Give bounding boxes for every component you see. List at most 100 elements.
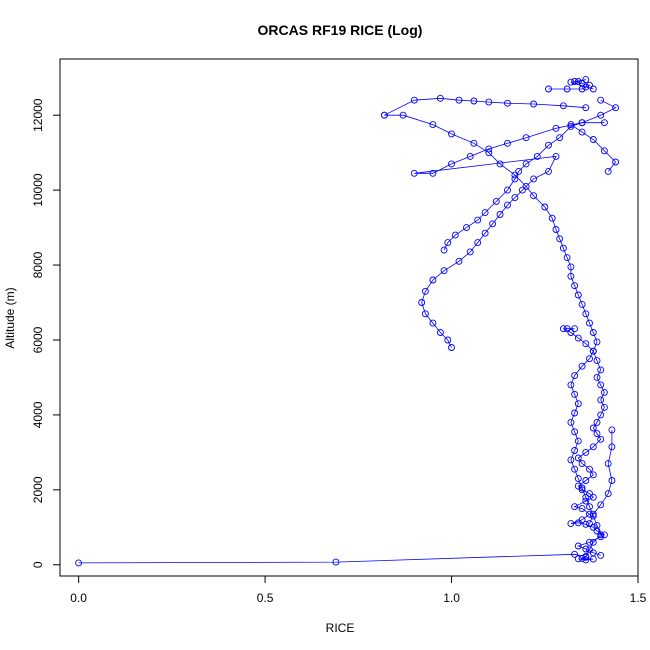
data-point: [582, 340, 590, 348]
data-point: [578, 484, 586, 492]
data-point: [440, 246, 448, 254]
data-point: [511, 175, 519, 183]
data-point: [410, 169, 418, 177]
data-point: [582, 76, 590, 84]
data-point: [448, 344, 455, 351]
data-point: [589, 510, 597, 518]
data-point: [533, 152, 541, 160]
data-point: [429, 169, 437, 177]
data-point: [600, 147, 608, 155]
y-tick-label: 4000: [31, 401, 45, 428]
data-point: [567, 122, 575, 130]
data-point: [582, 493, 590, 501]
data-point: [444, 336, 452, 344]
data-point: [582, 104, 590, 112]
data-point: [600, 388, 608, 396]
data-point: [593, 521, 601, 529]
y-axis: 0 2000 4000 6000 8000 10000 12000: [31, 98, 60, 568]
data-point: [597, 551, 605, 559]
data-point: [608, 426, 616, 434]
data-point: [589, 471, 597, 479]
data-point: [571, 372, 579, 380]
data-point: [582, 477, 590, 484]
data-point: [448, 160, 455, 168]
data-point: [593, 430, 601, 438]
data-point: [511, 194, 519, 202]
data-point: [75, 559, 83, 567]
data-point: [589, 538, 597, 546]
data-point: [567, 456, 575, 464]
data-point: [593, 373, 601, 381]
data-point: [448, 130, 455, 138]
data-point: [567, 121, 575, 129]
data-point: [586, 503, 593, 511]
data-point: [586, 520, 593, 528]
data-point: [578, 460, 586, 468]
data-point: [586, 465, 593, 473]
y-tick-label: 8000: [31, 251, 45, 278]
data-point: [571, 503, 579, 511]
data-point: [597, 381, 605, 389]
data-point: [567, 272, 575, 280]
data-point: [567, 263, 575, 271]
data-point: [597, 501, 605, 509]
data-point: [552, 152, 560, 160]
data-point: [522, 134, 530, 142]
data-point: [563, 85, 571, 93]
data-point: [421, 310, 429, 318]
data-point: [589, 329, 597, 336]
data-point: [571, 78, 579, 85]
data-point: [504, 186, 511, 194]
x-tick-label: 0.0: [70, 591, 87, 605]
data-point: [612, 158, 620, 166]
data-point: [608, 443, 616, 451]
data-point: [600, 403, 608, 411]
data-point: [559, 244, 567, 252]
y-tick-label: 0: [31, 561, 45, 568]
data-point: [541, 203, 549, 211]
data-point: [597, 435, 605, 443]
data-point: [474, 216, 482, 224]
data-point: [574, 334, 582, 342]
series-line: [443, 122, 605, 251]
y-tick-label: 10000: [31, 173, 45, 207]
data-point: [597, 111, 605, 119]
data-point: [597, 411, 605, 419]
series-line: [570, 124, 617, 172]
data-point: [597, 533, 605, 541]
data-point: [582, 497, 590, 505]
data-point: [597, 366, 605, 374]
data-point: [429, 319, 437, 327]
data-point: [332, 558, 340, 566]
data-point: [589, 347, 597, 355]
data-point: [455, 96, 463, 104]
data-point: [474, 239, 482, 247]
data-point: [593, 338, 601, 346]
data-point: [571, 282, 579, 290]
data-point: [511, 171, 519, 179]
data-point: [418, 299, 426, 306]
data-point: [600, 119, 608, 127]
data-point: [574, 454, 582, 462]
data-point: [556, 134, 564, 142]
data-point: [496, 211, 504, 218]
data-point: [589, 493, 597, 501]
series-line: [414, 99, 617, 348]
data-point: [436, 94, 444, 102]
data-point: [559, 102, 567, 110]
data-point: [597, 396, 605, 404]
data-point: [504, 139, 511, 147]
data-point: [589, 523, 597, 531]
series-line: [384, 114, 606, 556]
data-point: [604, 460, 612, 468]
data-point: [600, 531, 608, 539]
data-point: [586, 319, 593, 327]
data-point: [574, 437, 582, 445]
data-point: [574, 482, 582, 490]
data-point: [604, 167, 612, 175]
series-line: [78, 553, 594, 564]
data-point: [582, 83, 590, 91]
data-point: [567, 381, 575, 389]
data-point: [470, 97, 478, 105]
data-point: [563, 325, 571, 333]
